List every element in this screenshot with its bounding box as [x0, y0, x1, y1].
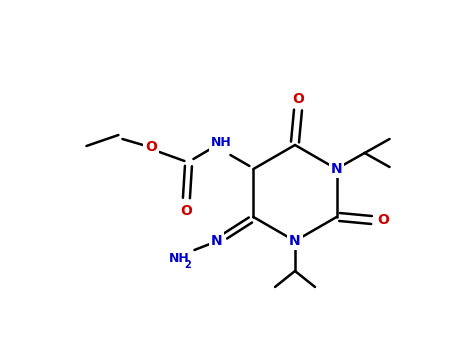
Text: 2: 2 [184, 260, 191, 270]
Text: O: O [378, 213, 389, 227]
Text: NH: NH [211, 136, 232, 149]
Text: O: O [292, 92, 304, 106]
Text: O: O [181, 204, 192, 218]
Text: O: O [146, 140, 157, 154]
Text: N: N [331, 162, 342, 176]
Text: N: N [289, 234, 301, 248]
Text: NH: NH [169, 252, 190, 265]
Text: N: N [211, 234, 222, 248]
